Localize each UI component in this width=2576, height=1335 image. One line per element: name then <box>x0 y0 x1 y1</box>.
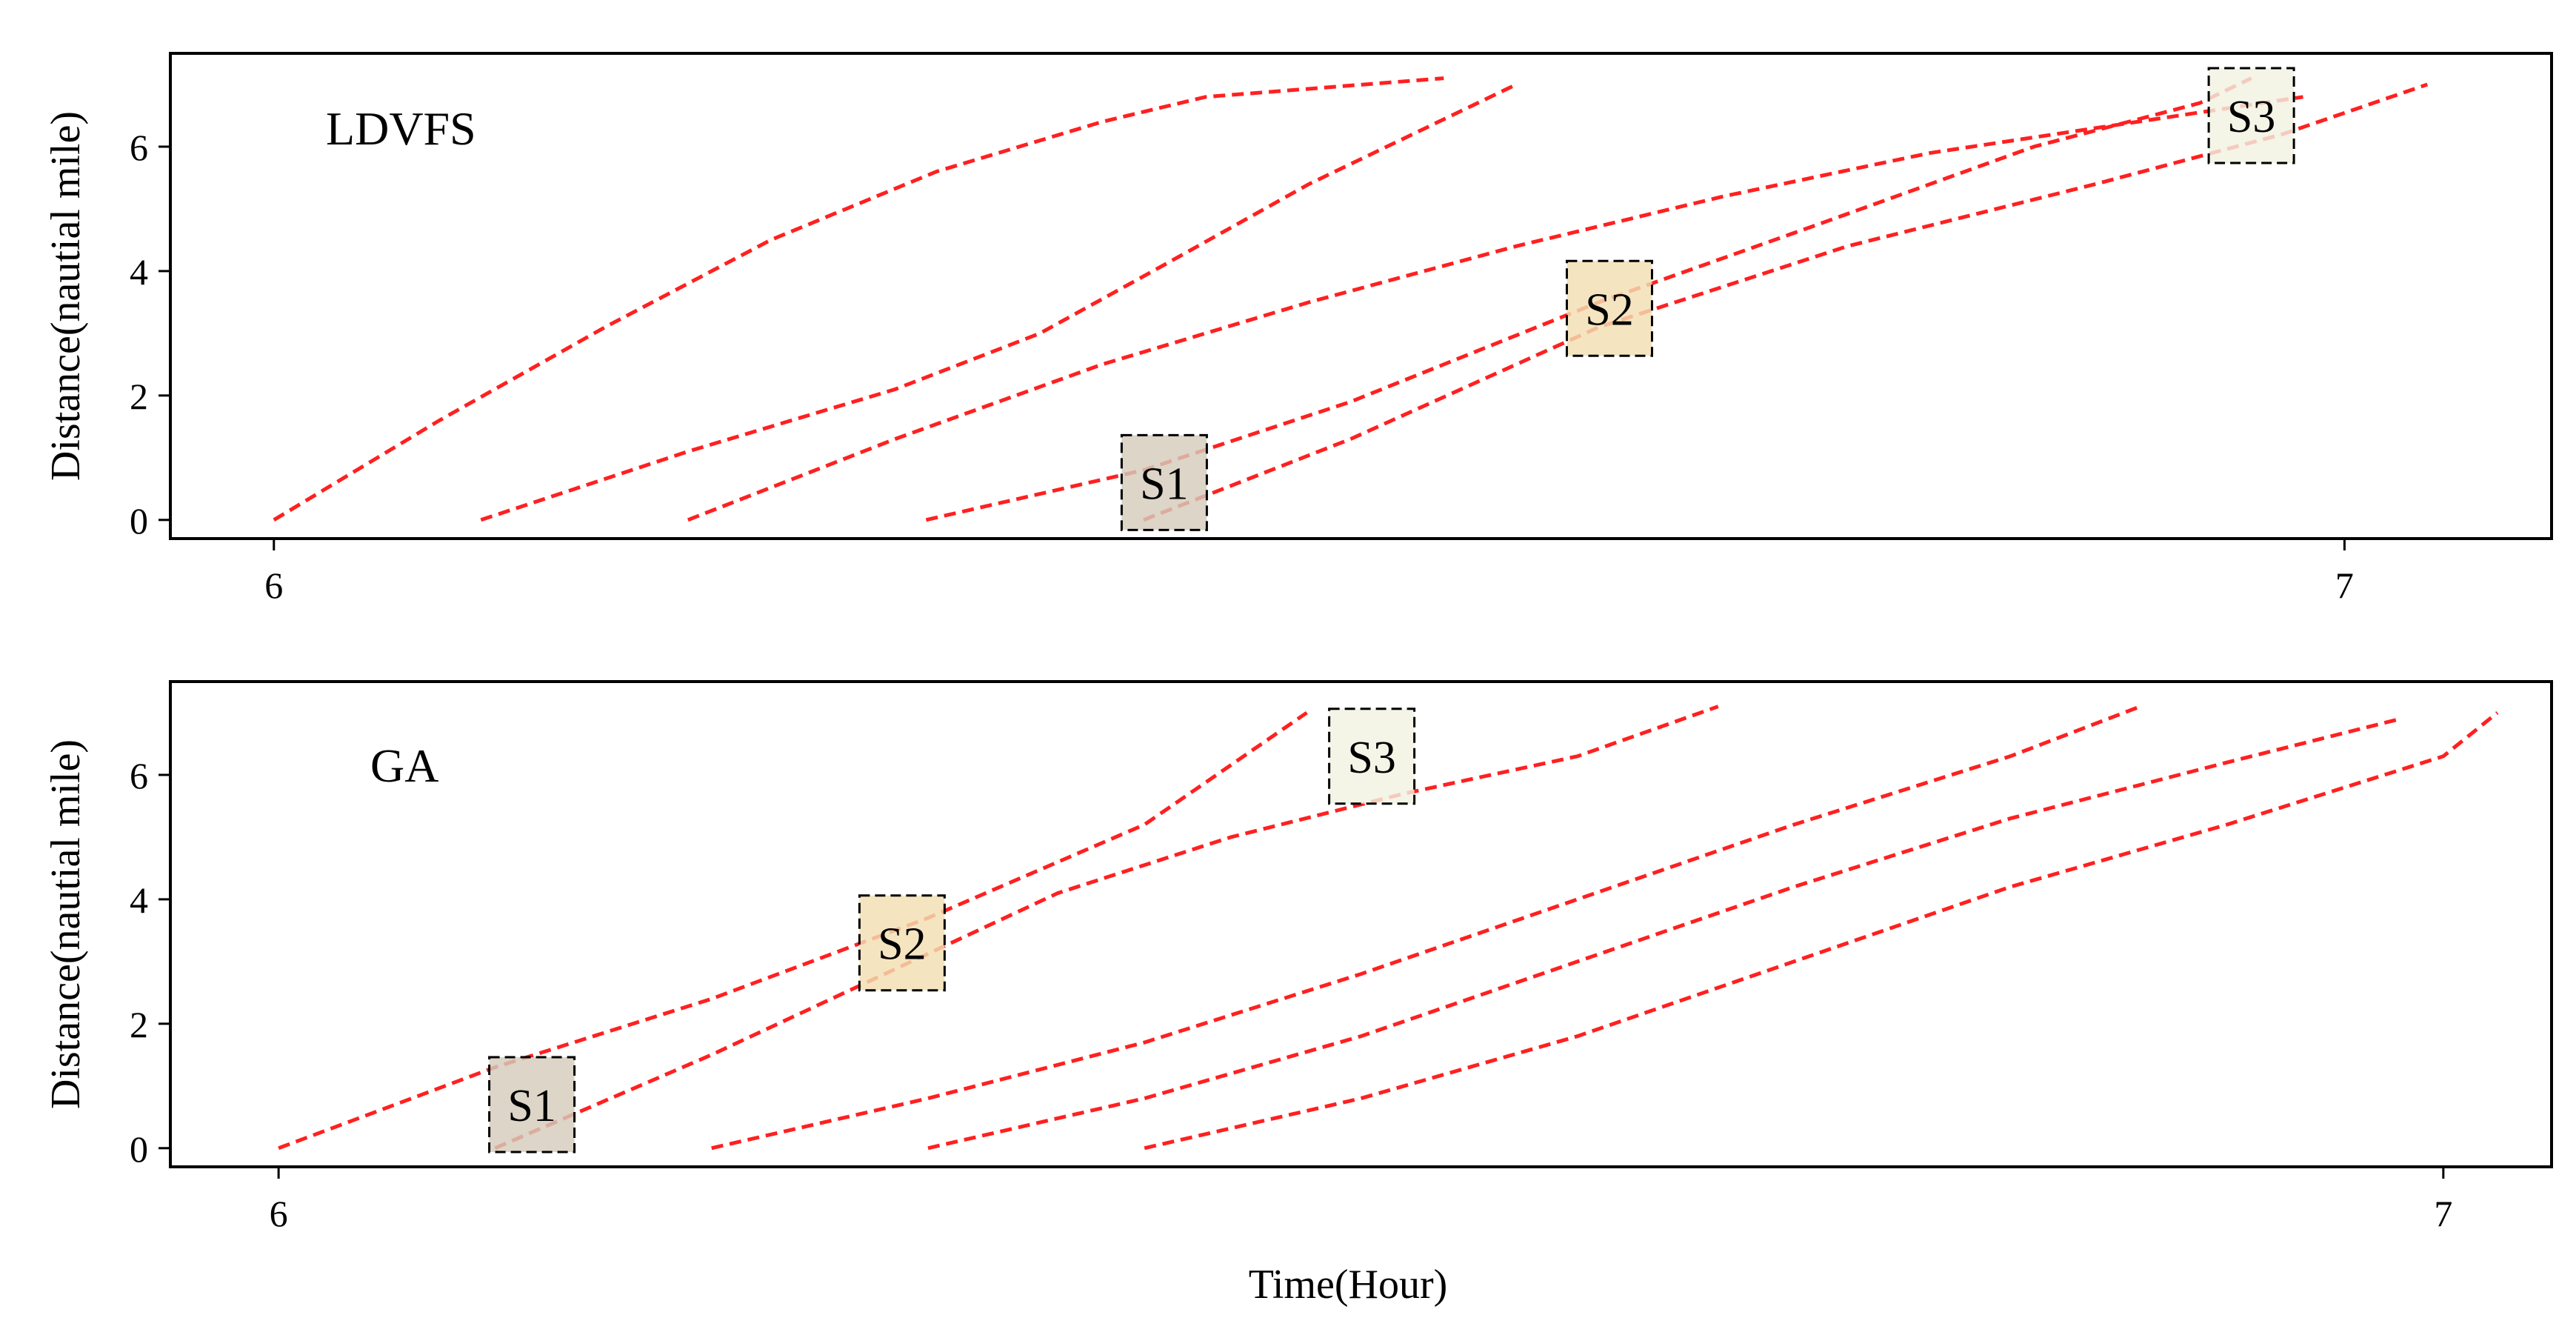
station-box <box>858 894 946 992</box>
series-line-2 <box>480 82 1518 522</box>
series-line-5 <box>1144 711 2499 1151</box>
station-label: S2 <box>1585 284 1633 335</box>
station-label: S3 <box>2227 92 2275 142</box>
series-line-4 <box>927 716 2401 1151</box>
station-box <box>2207 67 2295 164</box>
panel-ldvfs: S1 S2 S3 6 7 0 2 4 6 Distance(nautial mile) LDVFS <box>43 52 2553 606</box>
station-box <box>488 1056 576 1153</box>
station-s1: S1 <box>488 1056 576 1153</box>
series-line-2 <box>494 705 1719 1151</box>
y-tick-label: 2 <box>130 1004 148 1045</box>
y-tick-label: 6 <box>130 127 148 168</box>
station-box <box>1328 708 1416 805</box>
series-line-3 <box>687 95 2303 522</box>
station-box <box>1565 259 1653 357</box>
station-label: S3 <box>1347 733 1395 783</box>
station-s3: S3 <box>2207 67 2295 164</box>
x-tick-label: 6 <box>270 1193 288 1234</box>
x-tick-label: 6 <box>264 565 283 606</box>
x-tick-label: 7 <box>2335 565 2354 606</box>
panel-ga: S1 S2 S3 6 7 0 2 4 6 Distance(nautial mile) GA <box>43 680 2553 1234</box>
y-axis-title: Distance(nautial mile) <box>43 739 89 1109</box>
y-tick-label: 0 <box>130 500 148 542</box>
series-line-1 <box>278 710 1308 1151</box>
station-label: S1 <box>507 1081 555 1131</box>
y-axis-title: Distance(nautial mile) <box>43 111 89 481</box>
y-tick-label: 4 <box>130 879 148 921</box>
series-line-1 <box>273 76 1444 522</box>
y-tick-label: 6 <box>130 755 148 796</box>
plot-frame <box>169 52 2553 540</box>
series-line-3 <box>711 705 2141 1151</box>
panel-label: GA <box>370 739 438 792</box>
station-label: S2 <box>878 919 926 970</box>
panel-label: LDVFS <box>326 102 476 155</box>
x-axis-title: Time(Hour) <box>1249 1262 1448 1308</box>
station-s1: S1 <box>1120 433 1208 531</box>
station-box <box>1120 433 1208 531</box>
station-s2: S2 <box>858 894 946 992</box>
station-s2: S2 <box>1565 259 1653 357</box>
y-tick-label: 4 <box>130 251 148 293</box>
y-tick-label: 2 <box>130 376 148 417</box>
y-tick-label: 0 <box>130 1128 148 1170</box>
station-label: S1 <box>1140 459 1188 509</box>
station-s3: S3 <box>1328 708 1416 805</box>
plot-frame <box>169 680 2553 1168</box>
x-tick-label: 7 <box>2434 1193 2452 1234</box>
